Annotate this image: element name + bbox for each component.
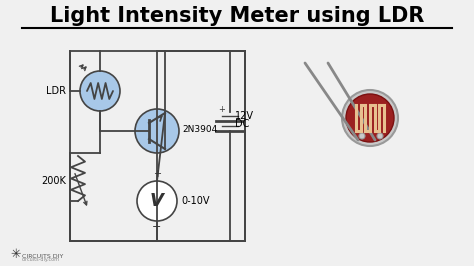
Circle shape (137, 181, 177, 221)
Circle shape (346, 94, 394, 142)
Text: −: − (152, 222, 162, 232)
Text: circuits-diy.com: circuits-diy.com (22, 257, 60, 263)
Bar (70, 51, 245, 241)
Text: 2N3904: 2N3904 (182, 124, 217, 134)
Text: Light Intensity Meter using LDR: Light Intensity Meter using LDR (50, 6, 424, 26)
Circle shape (135, 109, 179, 153)
Circle shape (377, 133, 383, 139)
Text: ✳: ✳ (10, 247, 20, 260)
Circle shape (342, 90, 398, 146)
Text: CIRCUITS DIY: CIRCUITS DIY (22, 253, 64, 259)
Text: +: + (219, 105, 226, 114)
Text: LDR: LDR (46, 86, 66, 96)
Text: +: + (153, 169, 161, 179)
Circle shape (80, 71, 120, 111)
Circle shape (359, 133, 365, 139)
Text: 12V: 12V (235, 111, 254, 121)
Text: 0-10V: 0-10V (181, 196, 210, 206)
Text: V: V (150, 192, 164, 210)
Text: 200K: 200K (41, 176, 66, 186)
Text: DC: DC (235, 119, 249, 129)
